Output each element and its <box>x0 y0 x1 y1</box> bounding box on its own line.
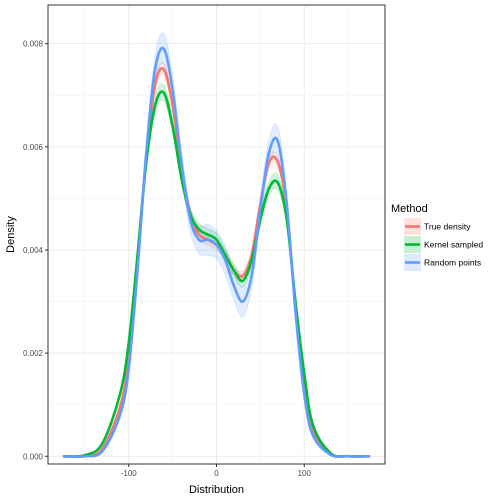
y-tick-label: 0.004 <box>23 246 44 255</box>
y-tick-label: 0.002 <box>23 349 44 358</box>
legend: Method True density Kernel sampled Random … <box>391 203 483 271</box>
line-random-points <box>62 46 371 458</box>
density-lines <box>62 46 371 459</box>
x-tick-label: -100 <box>121 469 138 478</box>
y-tick-label: 0.000 <box>23 452 44 461</box>
legend-label-true-density: True density <box>424 222 471 232</box>
legend-label-kernel-sampled: Kernel sampled <box>424 240 483 250</box>
y-tick-label: 0.006 <box>23 143 44 152</box>
y-axis-ticks: 0.000 0.002 0.004 0.006 0.008 <box>23 40 48 461</box>
line-kernel-sampled <box>62 90 371 458</box>
x-tick-label: 0 <box>214 469 219 478</box>
legend-label-random-points: Random points <box>424 258 481 268</box>
legend-title: Method <box>391 203 428 215</box>
y-axis-title: Density <box>5 216 17 253</box>
y-tick-label: 0.008 <box>23 40 44 49</box>
x-axis-title: Distribution <box>189 484 244 496</box>
x-tick-label: 100 <box>298 469 312 478</box>
x-axis-ticks: -100 0 100 <box>121 464 312 478</box>
band-kernel-sampled <box>62 83 371 457</box>
